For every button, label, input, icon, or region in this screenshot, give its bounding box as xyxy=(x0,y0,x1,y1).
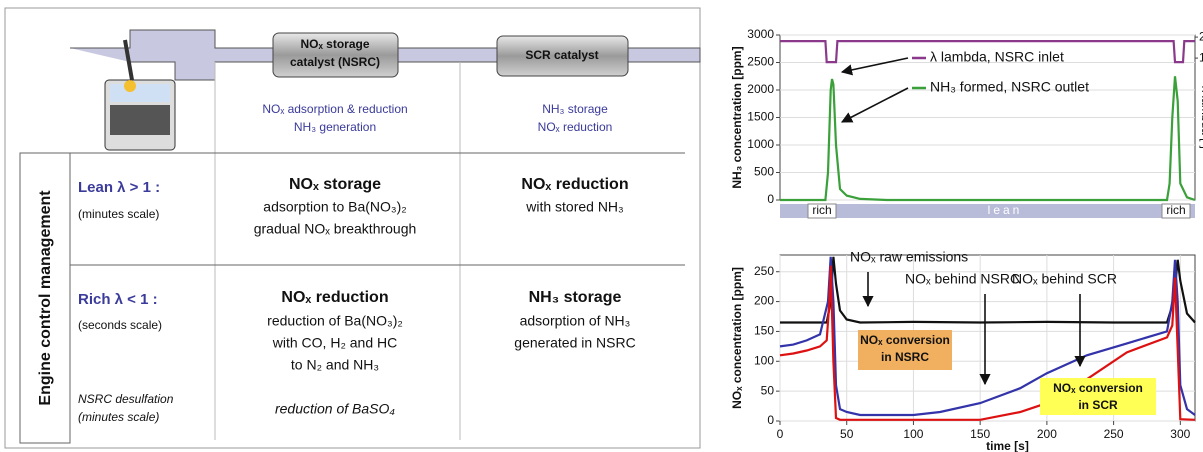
text: Lean λ > 1 : xyxy=(78,179,160,196)
y-axis-label: NOₓ concentration [ppm] xyxy=(730,267,744,409)
annotation: NOₓ conversion xyxy=(1053,381,1143,395)
phase-band xyxy=(780,204,1195,218)
y-axis-label: NH₃ concentration [ppm] xyxy=(730,46,744,188)
text: with CO, H₂ and HC xyxy=(272,335,397,351)
y-tick-label: 200 xyxy=(754,294,774,308)
y-tick-label: 500 xyxy=(754,165,774,179)
y-tick-label: 150 xyxy=(754,324,774,338)
text: with stored NH₃ xyxy=(525,199,624,215)
text: reduction of Ba(NO₃)₂ xyxy=(267,313,403,329)
text: gradual NOₓ breakthrough xyxy=(254,221,417,237)
y2-tick-label: 2 xyxy=(1199,29,1203,43)
y2-axis-label: λ lambda [-] xyxy=(1199,86,1203,149)
y-tick-label: 1500 xyxy=(747,110,774,124)
text: Rich λ < 1 : xyxy=(78,291,158,308)
y-tick-label: 3000 xyxy=(747,27,774,41)
x-tick-label: 50 xyxy=(840,427,854,441)
text: to N₂ and NH₃ xyxy=(291,357,379,373)
y-tick-label: 100 xyxy=(754,353,774,367)
annotation: in SCR xyxy=(1078,398,1118,412)
y-tick-label: 1000 xyxy=(747,137,774,151)
text: NH₃ storage xyxy=(529,289,622,306)
text: adsorption of NH₃ xyxy=(520,313,631,329)
text: reduction of BaSO₄ xyxy=(275,401,395,417)
text: (minutes scale) xyxy=(78,410,159,424)
x-tick-label: 150 xyxy=(970,427,990,441)
legend-label: NH₃ formed, NSRC outlet xyxy=(930,79,1089,95)
phase-label: lean xyxy=(988,203,1023,217)
y-tick-label: 0 xyxy=(767,192,774,206)
x-tick-label: 300 xyxy=(1170,427,1190,441)
text: generated in NSRC xyxy=(514,335,635,351)
text: NOₓ reduction xyxy=(521,176,628,193)
text: (seconds scale) xyxy=(78,318,162,332)
annotation: in NSRC xyxy=(881,350,929,364)
text: catalyst (NSRC) xyxy=(290,55,380,69)
annotation-box xyxy=(1040,378,1156,415)
text: adsorption to Ba(NO₃)₂ xyxy=(263,199,406,215)
text: NOₓ adsorption & reduction xyxy=(262,102,407,116)
series-line xyxy=(779,256,1196,417)
series-label: NOₓ behind NSRC xyxy=(905,271,1020,287)
series-line xyxy=(780,40,1195,64)
series-line xyxy=(779,265,1196,421)
text: SCR catalyst xyxy=(525,48,598,62)
phase-label: rich xyxy=(1166,203,1185,217)
series-line xyxy=(780,76,1196,202)
x-tick-label: 200 xyxy=(1037,427,1057,441)
text: NH₃ storage xyxy=(542,102,608,116)
legend-label: λ lambda, NSRC inlet xyxy=(930,49,1064,65)
text: NOₓ reduction xyxy=(538,120,613,134)
x-axis-label: time [s] xyxy=(986,439,1029,452)
text: NOₓ storage xyxy=(300,37,369,51)
y-tick-label: 0 xyxy=(767,413,774,427)
table-grid xyxy=(19,152,685,444)
series-label: NOₓ behind SCR xyxy=(1012,271,1117,287)
phase-rich xyxy=(807,203,837,219)
phase-label: rich xyxy=(812,203,831,217)
annotation-arrow xyxy=(841,87,909,123)
series-line xyxy=(780,256,1196,324)
y-tick-label: 2500 xyxy=(747,55,774,69)
x-tick-label: 250 xyxy=(1104,427,1124,441)
text: (minutes scale) xyxy=(78,207,159,221)
phase-rich xyxy=(1161,203,1191,219)
text: NOₓ storage xyxy=(289,176,381,193)
y-tick-label: 250 xyxy=(754,264,774,278)
x-tick-label: 0 xyxy=(777,427,784,441)
annotation-box xyxy=(858,330,952,370)
y-tick-label: 2000 xyxy=(747,82,774,96)
annotation: NOₓ conversion xyxy=(860,333,950,347)
text: Engine control management xyxy=(37,190,54,406)
text: NH₃ generation xyxy=(294,120,376,134)
x-tick-label: 100 xyxy=(903,427,923,441)
annotation-arrow xyxy=(840,57,909,76)
exhaust-system xyxy=(70,29,701,440)
y2-tick-label: 1 xyxy=(1199,50,1203,64)
text: NSRC desulfation xyxy=(78,392,174,406)
y-tick-label: 50 xyxy=(761,383,775,397)
text: NOₓ reduction xyxy=(281,289,388,306)
series-label: NOₓ raw emissions xyxy=(850,249,968,265)
